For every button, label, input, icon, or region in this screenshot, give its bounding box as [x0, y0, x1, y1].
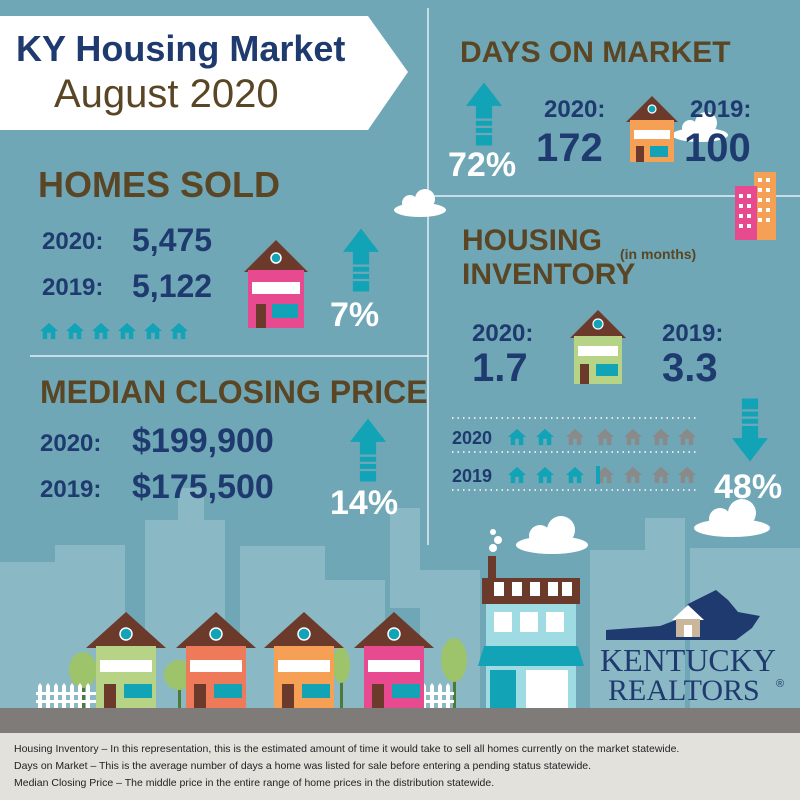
inventory-2020-value: 1.7 — [472, 346, 528, 390]
house-icon — [264, 612, 344, 708]
mini-house-icon — [678, 466, 696, 484]
footer-note: Days on Market – This is the average num… — [14, 760, 592, 772]
days-on-market-2019-label: 2019: — [690, 96, 752, 123]
homes-sold-2020-value: 5,475 — [132, 222, 213, 258]
mini-house-icon — [652, 428, 670, 446]
mini-house-icon — [66, 322, 84, 340]
house-icon — [244, 240, 308, 328]
mini-house-icon — [536, 428, 554, 446]
inventory-note: (in months) — [620, 246, 697, 262]
tree-icon — [332, 647, 350, 708]
footer-notes: Housing Inventory – In this representati… — [0, 733, 800, 800]
inventory-2019-label: 2019: — [662, 320, 724, 347]
title-banner — [0, 16, 408, 130]
inventory-heading-line2: INVENTORY — [462, 258, 636, 291]
logo-kentucky: KENTUCKY — [600, 642, 776, 678]
inventory-row-2019-label: 2019 — [452, 466, 493, 486]
days-on-market-2019-value: 100 — [684, 126, 751, 170]
mini-house-icon — [652, 466, 670, 484]
mini-house-icon — [536, 466, 554, 484]
homes-sold-change: 7% — [330, 296, 380, 334]
mini-house-icon — [624, 428, 642, 446]
median-price-2020-value: $199,900 — [132, 422, 274, 460]
mini-house-icon — [170, 322, 188, 340]
cloud-icon — [394, 189, 446, 217]
mini-house-icon — [508, 428, 526, 446]
house-icon — [176, 612, 256, 708]
house-icon — [626, 96, 678, 162]
storefront-icon — [478, 529, 584, 708]
inventory-change: 48% — [714, 468, 783, 506]
kentucky-map-icon — [606, 590, 760, 640]
inventory-2019-value: 3.3 — [662, 346, 718, 390]
days-on-market-change: 72% — [448, 146, 517, 184]
inventory-row-2019 — [508, 466, 696, 484]
mini-house-icon — [566, 428, 584, 446]
mini-house-icon — [596, 428, 614, 446]
arrow-up-icon — [343, 228, 379, 292]
footer-note: Housing Inventory – In this representati… — [14, 743, 680, 755]
arrow-up-icon — [466, 82, 502, 146]
homes-sold-2020-label: 2020: — [42, 228, 104, 255]
mini-house-icon — [566, 466, 584, 484]
tree-icon — [441, 638, 467, 708]
mini-house-icon — [624, 466, 642, 484]
mini-house-row — [40, 322, 188, 340]
apartment-buildings-icon — [735, 172, 776, 240]
homes-sold-2019-value: 5,122 — [132, 268, 213, 304]
house-icon — [570, 310, 626, 384]
median-price-2020-label: 2020: — [40, 430, 102, 457]
page-subtitle: August 2020 — [54, 72, 279, 116]
picket-fence — [36, 683, 96, 708]
mini-house-icon — [40, 322, 58, 340]
inventory-heading-line1: HOUSING — [462, 224, 603, 257]
arrow-down-icon — [732, 398, 768, 462]
mini-house-icon — [678, 428, 696, 446]
arrow-up-icon — [350, 418, 386, 482]
homes-sold-2019-label: 2019: — [42, 274, 104, 301]
logo-realtors: REALTORS — [608, 674, 760, 707]
days-on-market-heading: DAYS ON MARKET — [460, 36, 731, 69]
mini-house-icon — [118, 322, 136, 340]
page-title: KY Housing Market — [16, 28, 346, 69]
house-icon — [354, 612, 434, 708]
median-price-2019-value: $175,500 — [132, 468, 274, 506]
footer-note: Median Closing Price – The middle price … — [14, 777, 495, 789]
inventory-row-2020-label: 2020 — [452, 428, 493, 448]
days-on-market-2020-label: 2020: — [544, 96, 606, 123]
house-icon — [86, 612, 166, 708]
median-price-heading: MEDIAN CLOSING PRICE — [40, 374, 428, 410]
inventory-2020-label: 2020: — [472, 320, 534, 347]
days-on-market-2020-value: 172 — [536, 126, 603, 170]
homes-sold-heading: HOMES SOLD — [38, 164, 281, 205]
inventory-row-2020 — [508, 428, 696, 446]
median-price-2019-label: 2019: — [40, 476, 102, 503]
mini-house-icon — [144, 322, 162, 340]
mini-house-icon — [508, 466, 526, 484]
mini-house-icon — [92, 322, 110, 340]
median-price-change: 14% — [330, 484, 399, 522]
cloud-icon — [516, 516, 588, 554]
logo-registered-mark: ® — [776, 678, 785, 690]
cloud-icon — [672, 112, 728, 142]
cloud-icon — [694, 499, 770, 537]
